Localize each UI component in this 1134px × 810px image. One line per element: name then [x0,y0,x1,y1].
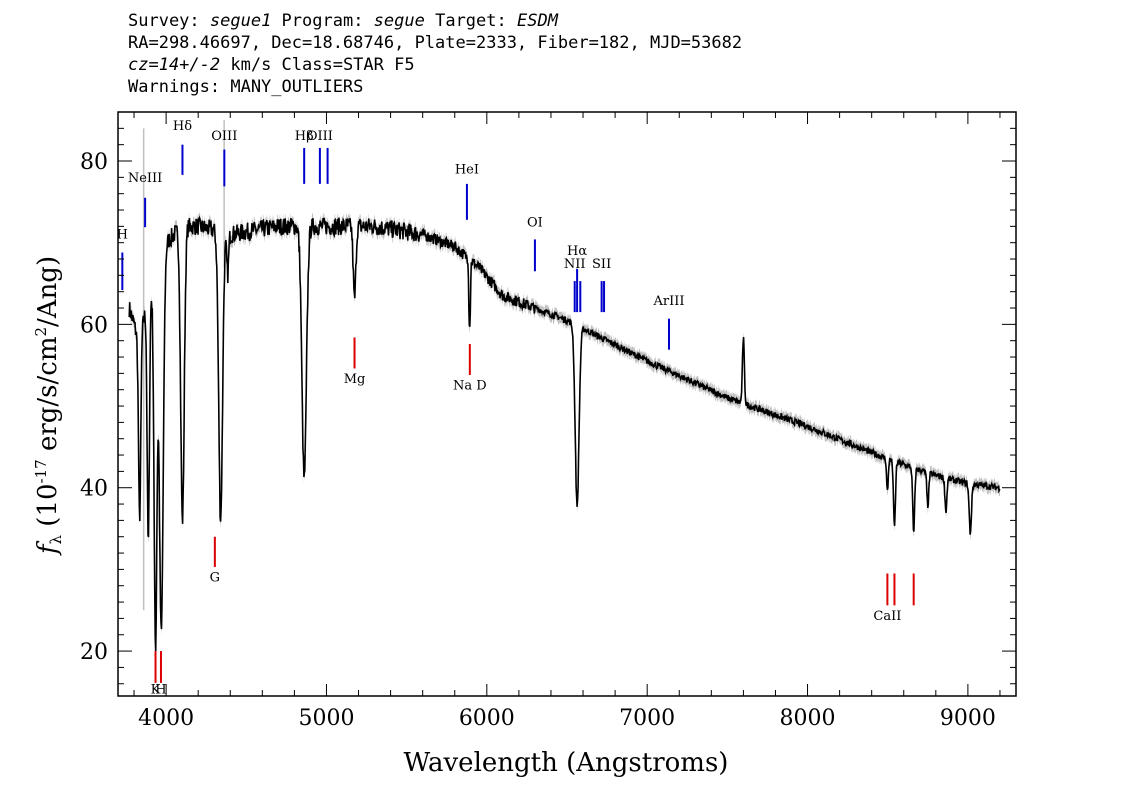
plot-frame [117,111,1017,697]
x-axis-title: Wavelength (Angstroms) [404,748,729,778]
y-tick-label: 40 [80,477,108,502]
emission-line-label: OIII [211,129,237,144]
y-tick-label: 60 [80,313,108,338]
absorption-line-label: H [155,683,166,698]
axes: 4000 5000 6000 7000 8000 9000 20 40 60 80 [80,111,1017,731]
absorption-line-label: G [210,571,220,586]
emission-line-label: SII [592,257,611,272]
emission-line-label: OIII [307,129,333,144]
y-tick-label: 20 [80,640,108,665]
error-band [129,120,1000,657]
y-tick-label: 80 [80,150,108,175]
emission-line-label: H [117,228,128,243]
header-line-warnings: Warnings: MANY_OUTLIERS [128,77,364,97]
emission-line-label: NeIII [128,171,162,186]
emission-line-label: Hβ [295,129,314,144]
x-tick-label: 4000 [138,706,194,731]
x-tick-label: 8000 [780,706,836,731]
x-tick-label: 5000 [298,706,354,731]
header-line-survey: Survey: segue1 Program: segue Target: ES… [128,11,558,31]
x-tick-label: 9000 [940,706,996,731]
header-line-coordinates: RA=298.46697, Dec=18.68746, Plate=2333, … [128,33,743,53]
absorption-line-label: Na D [453,379,487,394]
absorption-line-label: Mg [344,372,366,387]
x-tick-label: 6000 [459,706,515,731]
absorption-line-label: K [151,683,161,698]
emission-line-label: NII [564,257,586,272]
emission-line-label: OI [527,215,543,230]
emission-line-label: Hα [567,244,587,259]
spectrum-header: Survey: segue1 Program: segue Target: ES… [128,10,742,98]
absorption-line-label: CaII [873,609,901,624]
emission-line-label: ArIII [652,294,684,309]
header-line-redshift: cz=14+/-2 km/s Class=STAR F5 [128,55,415,75]
emission-line-label: HeI [455,162,479,177]
y-axis-title: fλ (10-17 erg/s/cm2/Ang) [32,256,65,556]
emission-line-label: Hδ [173,119,192,134]
spectrum-line [128,215,1001,652]
spectrum-series [128,215,1001,652]
error-band-area [129,211,1000,657]
x-tick-label: 7000 [619,706,675,731]
